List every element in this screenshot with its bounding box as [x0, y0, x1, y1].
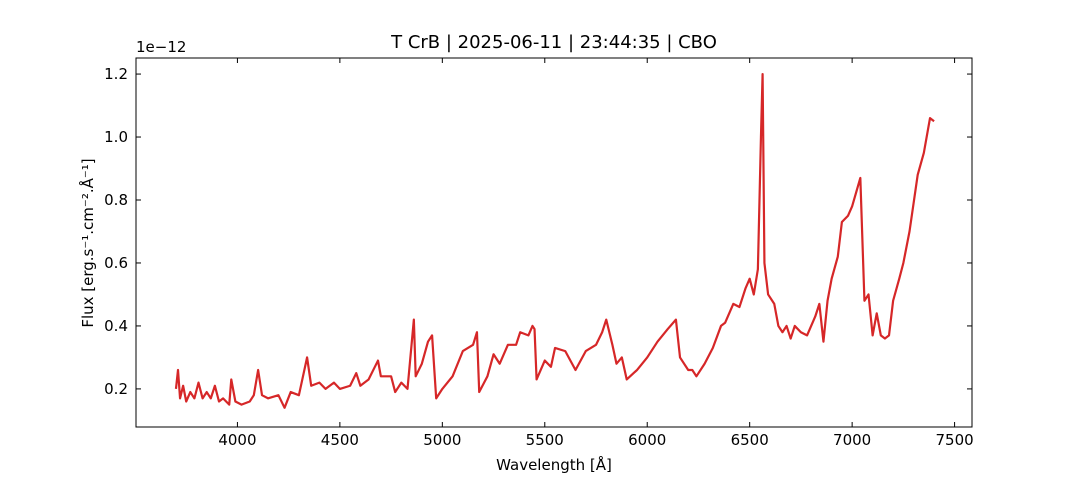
y-offset-label: 1e−12: [136, 38, 186, 56]
spectrum-line: [174, 72, 935, 409]
y-tick-label: 0.6: [104, 254, 128, 272]
x-tick-label: 5500: [526, 431, 564, 449]
x-tick-label: 7000: [833, 431, 871, 449]
x-tick-label: 6500: [731, 431, 769, 449]
x-tick-label: 6000: [628, 431, 666, 449]
y-tick-label: 1.0: [104, 128, 128, 146]
y-axis-label: Flux [erg.s⁻¹.cm⁻².Å⁻¹]: [78, 158, 97, 327]
plot-frame: [135, 57, 973, 428]
x-tick-label: 5000: [423, 431, 461, 449]
y-tick-label: 0.2: [104, 380, 128, 398]
y-tick-label: 0.4: [104, 317, 128, 335]
y-tick-label: 0.8: [104, 191, 128, 209]
chart-title: T CrB | 2025-06-11 | 23:44:35 | CBO: [390, 32, 717, 53]
x-tick-label: 4500: [321, 431, 359, 449]
x-tick-label: 4000: [218, 431, 256, 449]
x-tick-label: 7500: [935, 431, 973, 449]
y-tick-label: 1.2: [104, 65, 128, 83]
x-axis-label: Wavelength [Å]: [496, 455, 612, 474]
